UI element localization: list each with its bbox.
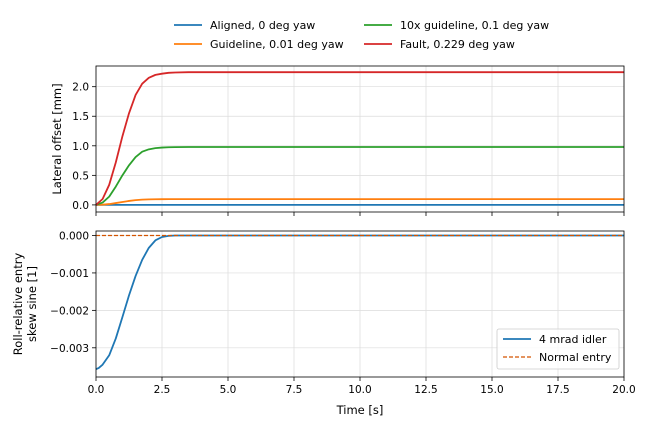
- bottom-xlabel: Time [s]: [336, 403, 384, 417]
- legend-label-10x-guideline: 10x guideline, 0.1 deg yaw: [400, 19, 549, 32]
- top-ytick-label-3: 1.5: [72, 111, 89, 123]
- bottom-legend: 4 mrad idler Normal entry: [496, 328, 620, 370]
- bottom-ytick-label-3: 0.000: [59, 230, 89, 242]
- bottom-xtick-label-8: 20.0: [612, 384, 635, 396]
- top-ylabel: Lateral offset [mm]: [50, 83, 64, 194]
- bottom-xtick-label-2: 5.0: [220, 384, 237, 396]
- bottom-xtick-label-6: 15.0: [480, 384, 503, 396]
- bottom-xtick-label-4: 10.0: [348, 384, 371, 396]
- bottom-xtick-label-3: 7.5: [286, 384, 303, 396]
- legend-entry-4mrad-idler: 4 mrad idler: [503, 333, 607, 346]
- top-ytick-label-0: 0.0: [72, 200, 89, 212]
- top-ytick-label-1: 0.5: [72, 170, 89, 182]
- bottom-ytick-label-2: −0.001: [50, 268, 89, 280]
- bottom-ytick-label-1: −0.002: [50, 305, 89, 317]
- legend-entry-10x-guideline: 10x guideline, 0.1 deg yaw: [364, 19, 549, 32]
- bottom-xtick-label-7: 17.5: [546, 384, 569, 396]
- top-series-line-guideline-0-01-deg-yaw: [95, 198, 624, 206]
- legend-top: Aligned, 0 deg yaw Guideline, 0.01 deg y…: [174, 19, 549, 51]
- bottom-ytick-label-0: −0.003: [50, 343, 89, 355]
- bottom-xtick-label-1: 2.5: [154, 384, 171, 396]
- top-ytick-label-2: 1.0: [72, 141, 89, 153]
- legend-label-normal-entry: Normal entry: [539, 351, 612, 364]
- bottom-xtick-label-0: 0.0: [88, 384, 105, 396]
- legend-entry-guideline: Guideline, 0.01 deg yaw: [174, 38, 344, 51]
- bottom-ylabel-line-1: skew sine [1]: [25, 266, 39, 342]
- legend-label-fault: Fault, 0.229 deg yaw: [400, 38, 515, 51]
- bottom-xtick-label-5: 12.5: [414, 384, 437, 396]
- legend-entry-aligned: Aligned, 0 deg yaw: [174, 19, 315, 32]
- legend-label-aligned: Aligned, 0 deg yaw: [210, 19, 315, 32]
- top-series-line-fault-0-229-deg-yaw: [95, 71, 624, 206]
- top-ytick-label-4: 2.0: [72, 82, 89, 94]
- top-panel: 0.0 0.5 1.0 1.5 2.0 Lateral offset [mm]: [50, 65, 625, 216]
- bottom-panel: 0.0 2.5 5.0 7.5 10.0 12.5 15.0 17.5 20.0 −0.003 −0…: [11, 230, 636, 417]
- legend-label-4mrad-idler: 4 mrad idler: [539, 333, 607, 346]
- top-series-line-10x-guideline-0-1-deg-yaw: [95, 146, 624, 206]
- legend-label-guideline: Guideline, 0.01 deg yaw: [210, 38, 344, 51]
- legend-entry-fault: Fault, 0.229 deg yaw: [364, 38, 515, 51]
- legend-entry-normal-entry: Normal entry: [503, 351, 612, 364]
- bottom-ylabel-line-0: Roll-relative entry: [11, 253, 25, 356]
